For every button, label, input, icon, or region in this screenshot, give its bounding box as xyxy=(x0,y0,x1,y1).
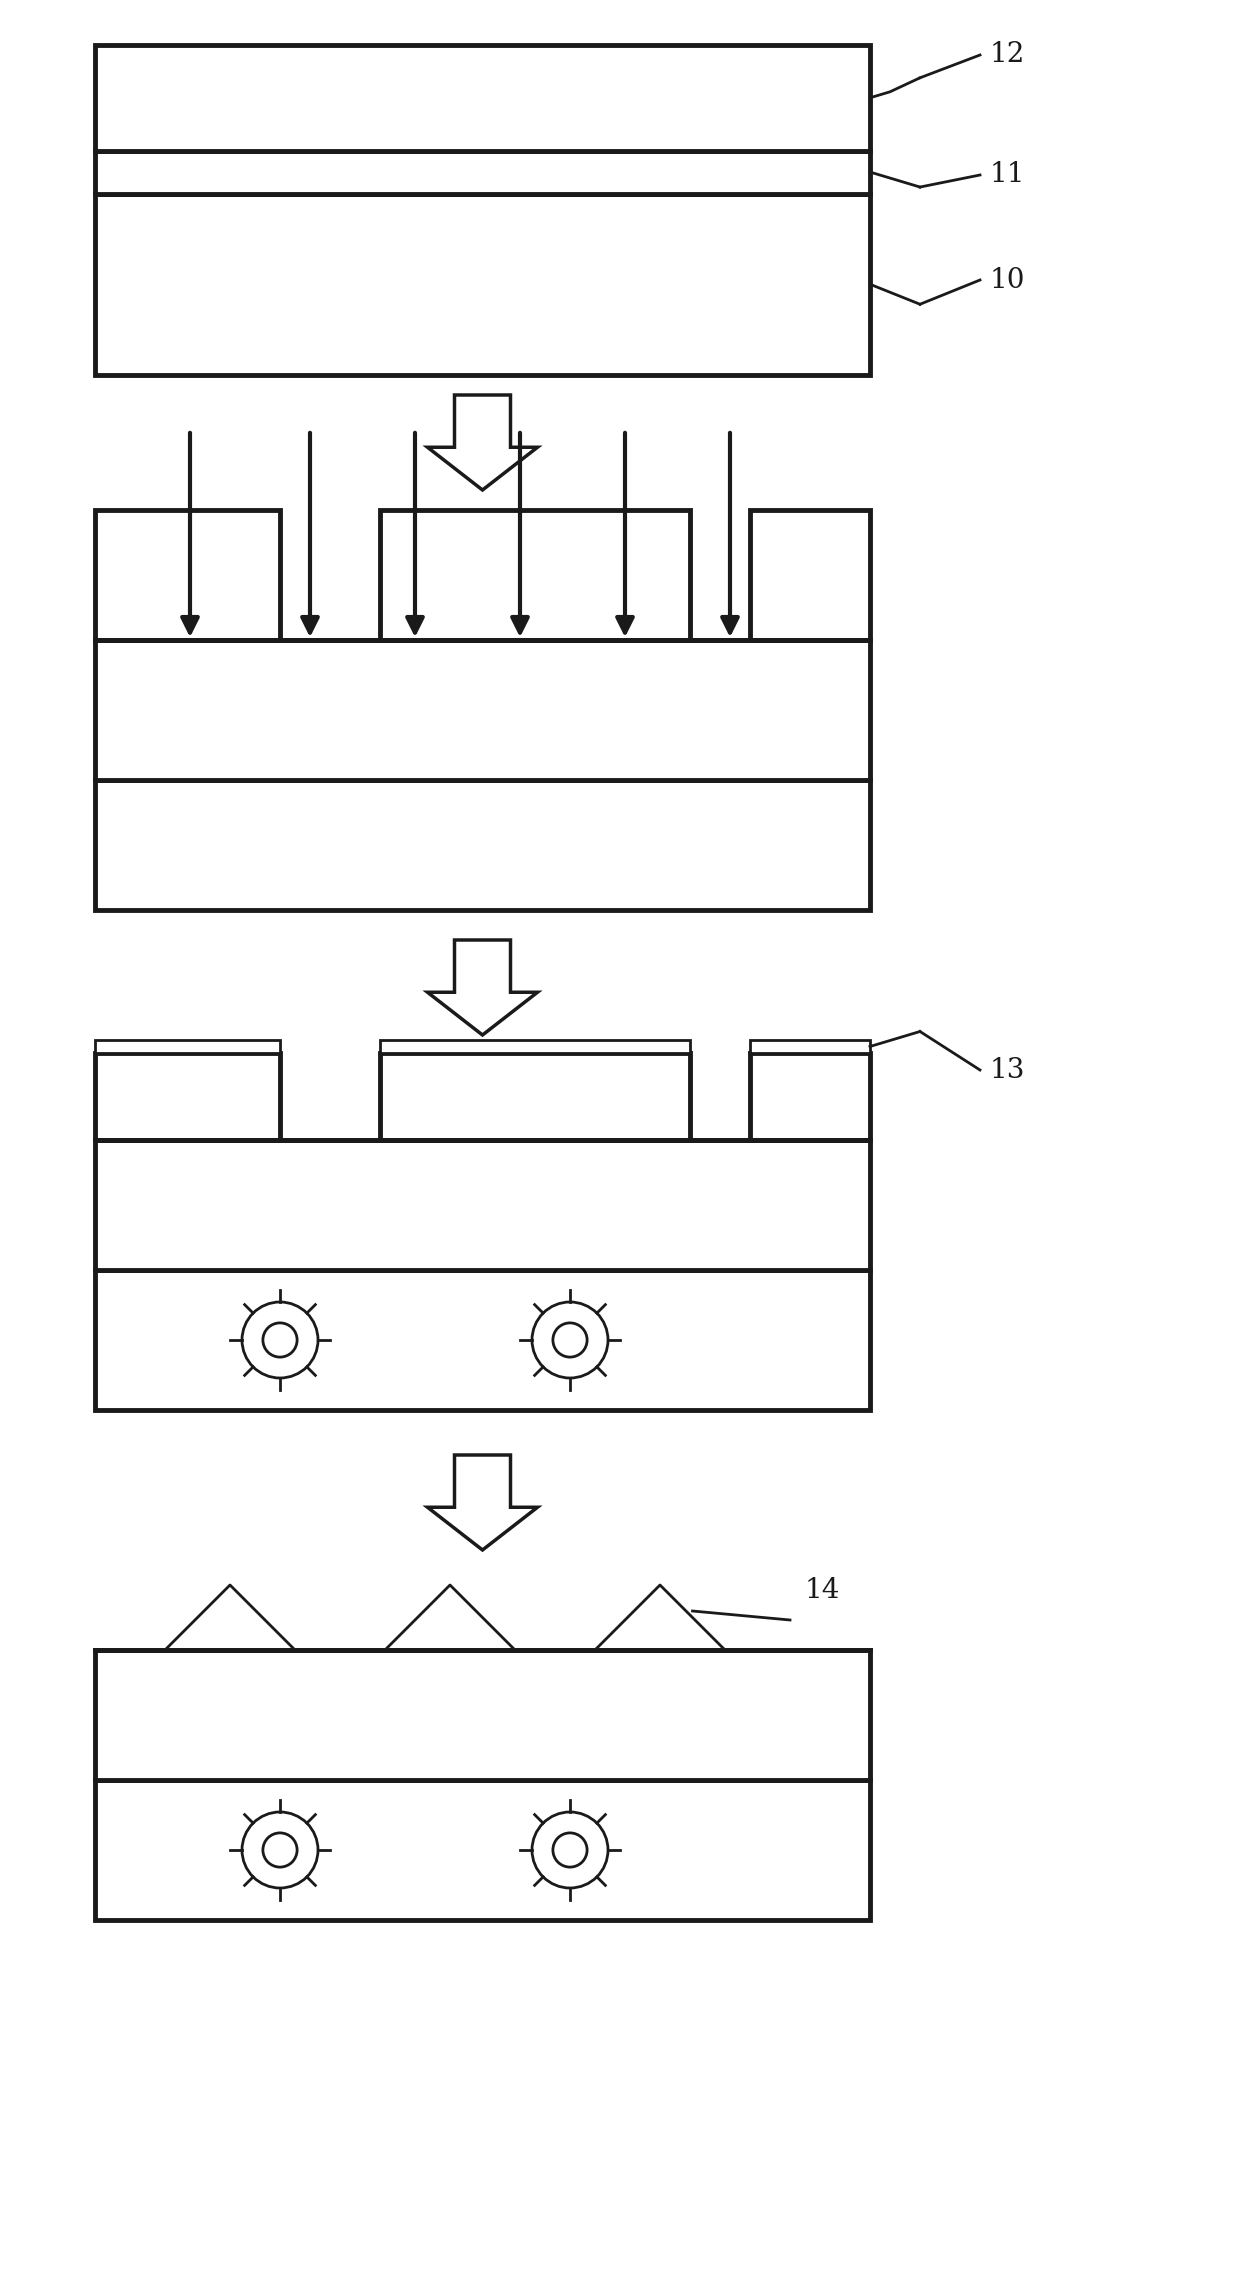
Bar xyxy=(95,779,870,909)
Circle shape xyxy=(553,1324,587,1358)
Polygon shape xyxy=(428,941,537,1034)
Circle shape xyxy=(242,1811,317,1888)
Bar xyxy=(379,1041,689,1052)
Bar xyxy=(750,1052,870,1139)
Bar xyxy=(95,1779,870,1920)
Bar xyxy=(95,46,870,150)
Circle shape xyxy=(532,1811,608,1888)
Circle shape xyxy=(242,1303,317,1378)
Bar xyxy=(750,1041,870,1052)
Text: 12: 12 xyxy=(990,41,1025,68)
Bar xyxy=(95,1041,280,1052)
Bar xyxy=(95,1649,870,1779)
Bar xyxy=(95,1271,870,1410)
Bar xyxy=(95,1052,280,1139)
Polygon shape xyxy=(428,394,537,490)
Bar xyxy=(379,1052,689,1139)
Bar xyxy=(95,510,280,640)
Bar xyxy=(750,510,870,640)
Text: 11: 11 xyxy=(990,162,1025,189)
Circle shape xyxy=(553,1834,587,1868)
Circle shape xyxy=(263,1324,298,1358)
Circle shape xyxy=(532,1303,608,1378)
Bar xyxy=(95,640,870,779)
Bar xyxy=(95,150,870,194)
Bar xyxy=(95,1139,870,1271)
Text: 14: 14 xyxy=(805,1576,841,1604)
Circle shape xyxy=(263,1834,298,1868)
Bar xyxy=(95,194,870,376)
Bar xyxy=(379,510,689,640)
Text: 13: 13 xyxy=(990,1057,1025,1084)
Polygon shape xyxy=(428,1456,537,1549)
Text: 10: 10 xyxy=(990,267,1025,294)
